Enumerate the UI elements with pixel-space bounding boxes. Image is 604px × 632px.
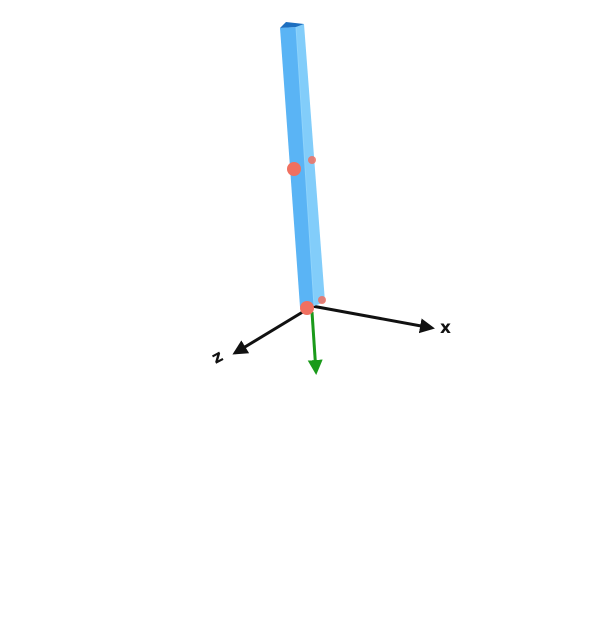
marker-sphere[interactable]: [287, 162, 301, 176]
z-axis: [232, 308, 307, 355]
beam-side-face: [296, 24, 325, 306]
x-axis-label: x: [440, 318, 451, 338]
marker-sphere[interactable]: [318, 296, 326, 304]
z-axis-label: z: [208, 346, 226, 368]
y-axis: [307, 311, 323, 375]
axes-gizmo: x z: [208, 304, 451, 375]
beam-edge: [295, 26, 315, 307]
beam-top-face: [280, 22, 304, 28]
x-axis: [311, 304, 435, 334]
markers: [287, 156, 326, 315]
marker-sphere[interactable]: [308, 156, 316, 164]
marker-sphere[interactable]: [300, 301, 314, 315]
beam[interactable]: [280, 22, 325, 307]
